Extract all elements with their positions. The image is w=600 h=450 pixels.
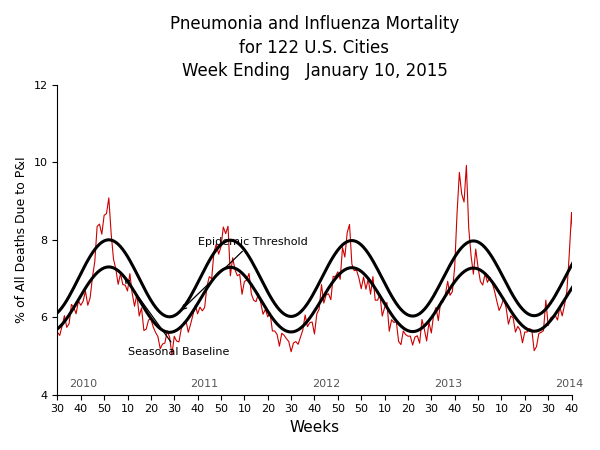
Text: 2014: 2014: [555, 379, 583, 389]
Title: Pneumonia and Influenza Mortality
for 122 U.S. Cities
Week Ending   January 10, : Pneumonia and Influenza Mortality for 12…: [170, 15, 459, 80]
Text: Epidemic Threshold: Epidemic Threshold: [182, 237, 307, 310]
Text: 2013: 2013: [434, 379, 462, 389]
Text: Seasonal Baseline: Seasonal Baseline: [125, 279, 229, 357]
Y-axis label: % of All Deaths Due to P&I: % of All Deaths Due to P&I: [15, 156, 28, 323]
X-axis label: Weeks: Weeks: [289, 420, 340, 435]
Text: 2010: 2010: [69, 379, 97, 389]
Text: 2012: 2012: [312, 379, 340, 389]
Text: 2011: 2011: [191, 379, 219, 389]
